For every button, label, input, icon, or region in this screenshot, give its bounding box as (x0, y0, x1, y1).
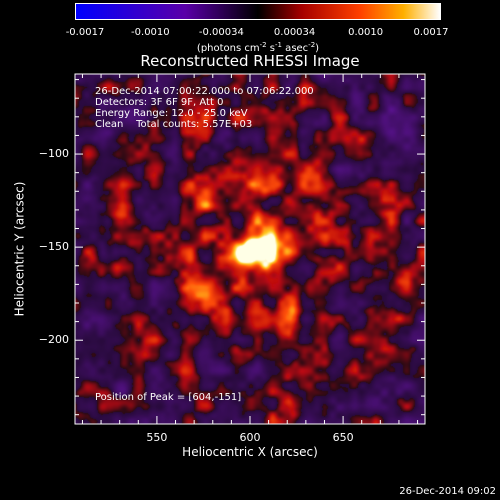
colorbar-tick-label: -0.0010 (131, 27, 170, 38)
plot-area: 26-Dec-2014 07:00:22.000 to 07:06:22.000… (75, 74, 425, 424)
plot-frame (74, 73, 426, 425)
colorbar-tick-label: 0.00034 (273, 27, 316, 38)
colorbar-tick-label: 0.0010 (348, 27, 384, 38)
x-tick-label: 550 (146, 431, 168, 444)
annotation-clean-counts: Clean Total counts: 5.57E+03 (95, 119, 253, 130)
y-tick-label: −200 (38, 333, 69, 347)
footer-timestamp: 26-Dec-2014 09:02 (399, 486, 496, 497)
colorbar (75, 3, 441, 20)
x-tick-label: 650 (332, 431, 354, 444)
colorbar-unit-label: (photons cm-2 s-1 asec-2) (196, 41, 320, 54)
annotation-peak-position: Position of Peak = [604,-151] (95, 392, 242, 403)
colorbar-tick-label: -0.0017 (65, 27, 105, 38)
annotation-energy-range: Energy Range: 12.0 - 25.0 keV (95, 108, 248, 119)
colorbar-tick-label: 0.0017 (413, 27, 449, 38)
y-tick-label: −100 (38, 147, 69, 161)
chart-title: Reconstructed RHESSI Image (140, 52, 360, 70)
x-axis-title: Heliocentric X (arcsec) (182, 445, 318, 459)
annotation-detectors: Detectors: 3F 6F 9F, Att 0 (95, 97, 224, 108)
x-tick-label: 600 (239, 431, 261, 444)
annotation-time-range: 26-Dec-2014 07:00:22.000 to 07:06:22.000 (95, 86, 314, 97)
heatmap-image (75, 74, 425, 424)
y-tick-label: −150 (38, 240, 69, 254)
colorbar-tick-label: -0.00034 (198, 27, 244, 38)
y-axis-title: Heliocentric Y (arcsec) (12, 181, 27, 317)
